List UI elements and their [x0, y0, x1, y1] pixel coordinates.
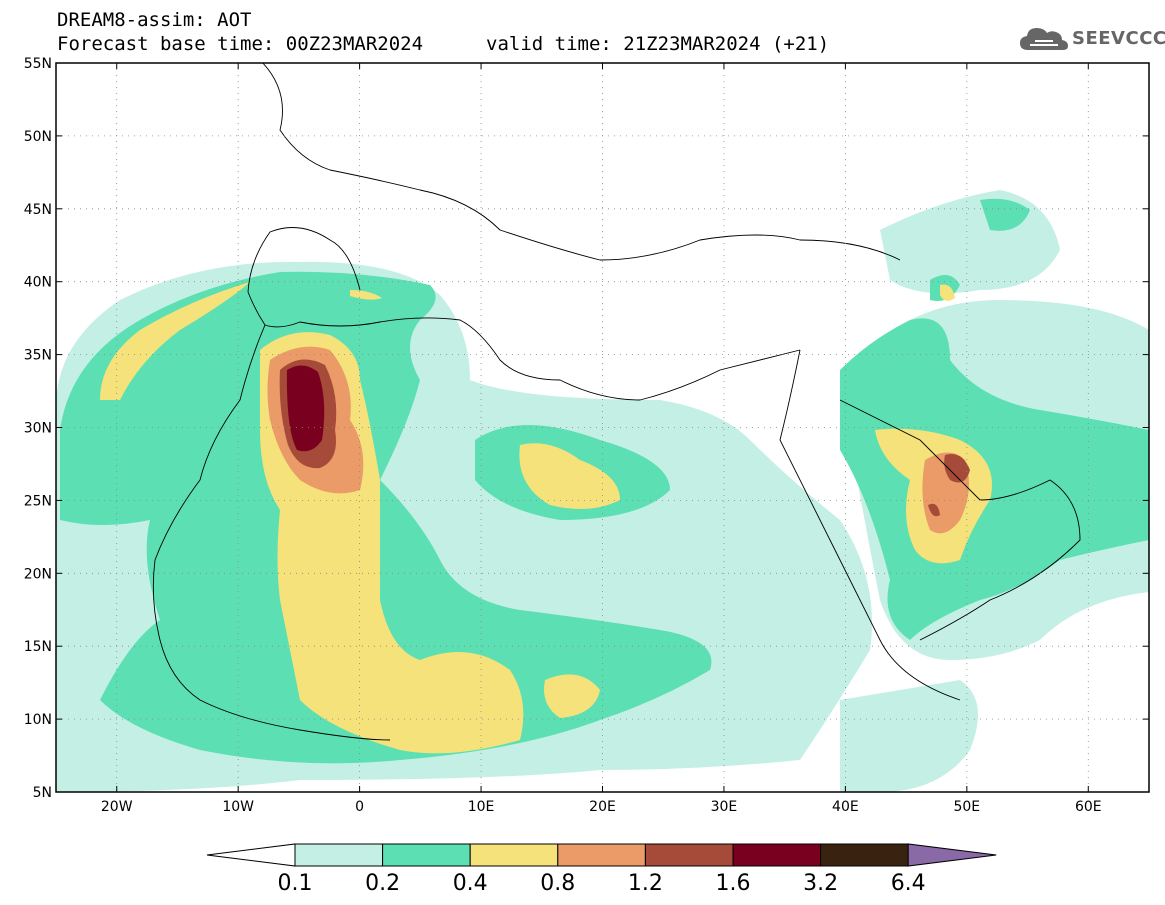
latitude-label: 45N	[24, 202, 52, 218]
longitude-label: 10W	[222, 799, 254, 815]
legend-label: 0.2	[365, 871, 400, 896]
color-legend: 0.1 0.2 0.4 0.8 1.2 1.6 3.2 6.4	[206, 843, 997, 896]
axis-ticks	[56, 62, 1149, 793]
legend-label: 3.2	[803, 871, 838, 896]
latitude-label: 55N	[24, 56, 52, 72]
legend-swatch	[557, 843, 646, 867]
legend-swatch	[294, 843, 384, 867]
longitude-label: 40E	[832, 799, 859, 815]
legend-lower-arrow	[206, 843, 296, 867]
longitude-label: 20E	[589, 799, 616, 815]
legend-swatch	[644, 843, 734, 867]
latitude-label: 25N	[24, 493, 52, 509]
legend-label: 0.1	[278, 871, 313, 896]
legend-upper-arrow	[907, 843, 997, 867]
longitude-label: 0	[355, 799, 364, 815]
graticule	[56, 63, 1149, 792]
legend-label: 0.8	[540, 871, 575, 896]
map-title: DREAM8-assim: AOT	[57, 9, 252, 31]
forecast-base-time: Forecast base time: 00Z23MAR2024	[57, 33, 424, 55]
legend-label: 6.4	[891, 871, 926, 896]
seevccc-logo: SEEVCCC	[1018, 24, 1165, 54]
legend-swatch	[732, 843, 822, 867]
coastlines	[152, 63, 1081, 741]
longitude-label: 10E	[468, 799, 495, 815]
longitude-label: 20W	[101, 799, 133, 815]
legend-label: 0.4	[453, 871, 488, 896]
latitude-label: 5N	[33, 785, 52, 801]
legend-swatch	[382, 843, 471, 867]
aot-level-1.6	[286, 365, 325, 452]
latitude-label: 50N	[24, 129, 52, 145]
legend-swatch	[469, 843, 559, 867]
latitude-labels: 55N 50N 45N 40N 35N 30N 25N 20N 15N 10N 5N	[24, 56, 52, 801]
longitude-label: 50E	[953, 799, 980, 815]
latitude-label: 10N	[24, 712, 52, 728]
longitude-label: 60E	[1075, 799, 1102, 815]
legend-swatch	[820, 843, 909, 867]
latitude-label: 35N	[24, 348, 52, 364]
longitude-labels: 20W 10W 0 10E 20E 30E 40E 50E 60E	[101, 799, 1102, 815]
latitude-label: 40N	[24, 275, 52, 291]
latitude-label: 20N	[24, 566, 52, 582]
legend-label: 1.2	[628, 871, 663, 896]
valid-time: valid time: 21Z23MAR2024 (+21)	[486, 33, 830, 55]
latitude-label: 15N	[24, 639, 52, 655]
aot-contours	[56, 190, 1149, 792]
latitude-label: 30N	[24, 421, 52, 437]
legend-label: 1.6	[716, 871, 751, 896]
longitude-label: 30E	[711, 799, 738, 815]
logo-text: SEEVCCC	[1072, 28, 1165, 49]
cloud-icon	[1020, 28, 1068, 50]
